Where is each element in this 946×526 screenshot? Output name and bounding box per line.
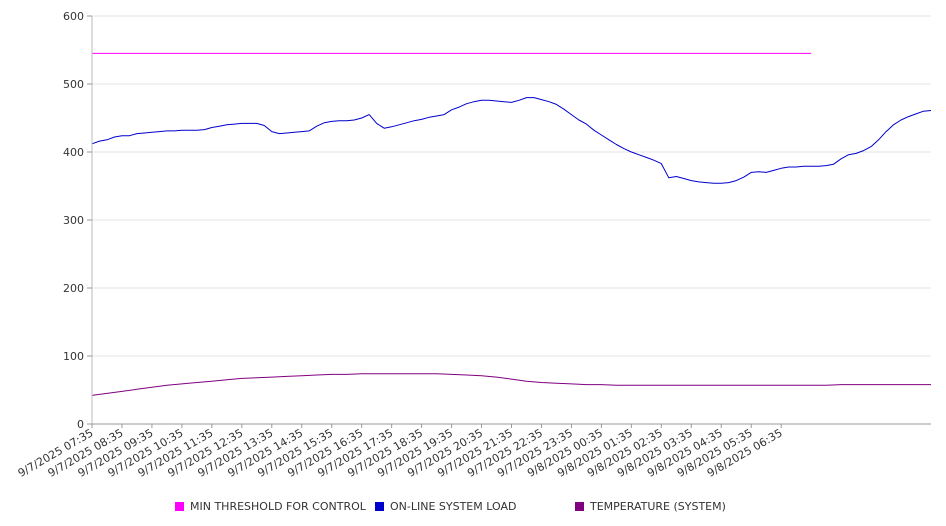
legend-item-system-load: ON-LINE SYSTEM LOAD [375,498,516,514]
y-tick-label: 600 [63,10,84,23]
legend-item-temperature: TEMPERATURE (SYSTEM) [575,498,726,514]
series-line-1 [91,97,932,184]
y-tick-label: 100 [63,350,84,363]
legend: MIN THRESHOLD FOR CONTROL ON-LINE SYSTEM… [175,498,915,514]
series-layer [91,52,932,396]
legend-label-temperature: TEMPERATURE (SYSTEM) [590,499,726,513]
y-tick-label: 200 [63,282,84,295]
legend-swatch-system-load [375,501,384,511]
series-line-2 [91,373,931,396]
y-tick-label: 500 [63,78,84,91]
x-axis-ticks: 9/7/2025 07:359/7/2025 08:359/7/2025 09:… [16,424,785,480]
legend-item-min-threshold: MIN THRESHOLD FOR CONTROL [175,498,366,514]
gridlines [92,15,931,357]
legend-label-min-threshold: MIN THRESHOLD FOR CONTROL [190,499,366,513]
legend-swatch-min-threshold [175,501,184,511]
y-tick-label: 400 [63,146,84,159]
y-axis-ticks: 0 100 200 300 400 500 600 [63,10,92,431]
y-tick-label: 0 [77,418,84,431]
legend-swatch-temperature [575,501,584,511]
y-tick-label: 300 [63,214,84,227]
legend-label-system-load: ON-LINE SYSTEM LOAD [390,499,517,513]
